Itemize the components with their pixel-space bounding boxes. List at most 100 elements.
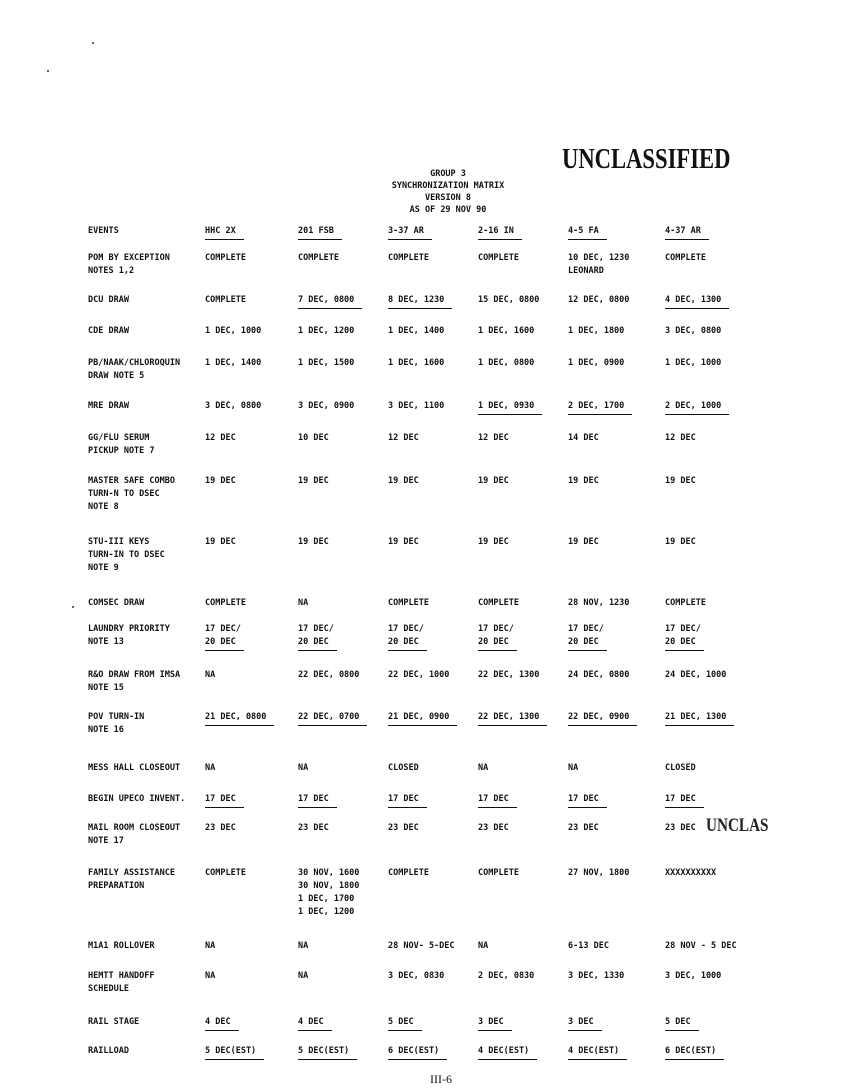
cell-line: 20 DEC — [298, 636, 337, 651]
event-label-line: POV TURN-IN — [88, 712, 145, 722]
table-cell: 19 DEC — [665, 536, 696, 549]
cell-line: COMPLETE — [205, 295, 246, 305]
table-cell: NA — [205, 940, 215, 953]
event-label-line: MAIL ROOM CLOSEOUT — [88, 823, 181, 833]
cell-line: 12 DEC — [205, 433, 236, 443]
table-cell: 3 DEC — [568, 1016, 602, 1031]
table-cell: 10 DEC — [298, 432, 329, 445]
column-header-text: 3-37 AR — [388, 225, 432, 240]
column-header-text: 201 FSB — [298, 225, 342, 240]
event-label-line: FAMILY ASSISTANCE — [88, 868, 175, 878]
table-cell: 1 DEC, 0900 — [568, 357, 624, 370]
cell-line: 3 DEC, 0800 — [665, 326, 722, 336]
cell-line: 17 DEC/ — [298, 624, 334, 634]
cell-line: 12 DEC — [388, 433, 419, 443]
table-cell: 12 DEC — [478, 432, 509, 445]
cell-line: 10 DEC — [298, 433, 329, 443]
document-header: GROUP 3 SYNCHRONIZATION MATRIX VERSION 8… — [348, 168, 548, 216]
cell-line: 17 DEC/ — [568, 624, 604, 634]
event-label: COMSEC DRAW — [88, 597, 144, 610]
cell-line: NA — [298, 763, 309, 773]
event-label-line: R&O DRAW FROM IMSA — [88, 670, 181, 680]
cell-line: 1 DEC, 1600 — [478, 326, 535, 336]
cell-line: 2 DEC, 1000 — [665, 400, 730, 415]
event-label-line: LAUNDRY PRIORITY — [88, 624, 170, 634]
event-label-line: GG/FLU SERUM — [88, 433, 150, 443]
table-cell: 19 DEC — [205, 475, 236, 488]
column-header: 4-5 FA — [568, 225, 607, 240]
table-cell: 5 DEC(EST) — [298, 1045, 358, 1060]
event-label-line: NOTE 8 — [88, 502, 119, 512]
cell-line: NA — [205, 670, 216, 680]
event-label-line: RAIL STAGE — [88, 1017, 140, 1027]
table-cell: 23 DEC — [568, 822, 599, 835]
table-cell: COMPLETE — [388, 252, 429, 265]
cell-line: 20 DEC — [388, 636, 427, 651]
cell-line: 17 DEC/ — [478, 624, 514, 634]
cell-line: 23 DEC — [205, 823, 236, 833]
cell-line: 21 DEC, 0900 — [388, 711, 458, 726]
cell-line: 20 DEC — [665, 636, 704, 651]
table-cell: 5 DEC — [388, 1016, 422, 1031]
cell-line: 6 DEC(EST) — [665, 1045, 725, 1060]
table-cell: 1 DEC, 1000 — [665, 357, 721, 370]
column-header-text: 4-5 FA — [568, 225, 607, 240]
event-label-line: M1A1 ROLLOVER — [88, 941, 155, 951]
table-cell: 4 DEC — [298, 1016, 332, 1031]
cell-line: 21 DEC, 1300 — [665, 711, 735, 726]
table-cell: 28 NOV- 5-DEC — [388, 940, 455, 953]
table-cell: 12 DEC — [388, 432, 419, 445]
cell-line: 17 DEC — [205, 793, 244, 808]
cell-line: 17 DEC — [298, 793, 337, 808]
table-cell: 23 DEC — [478, 822, 509, 835]
cell-line: 4 DEC — [205, 1016, 239, 1031]
event-label: RAIL STAGE — [88, 1016, 139, 1029]
cell-line: 3 DEC, 0900 — [298, 401, 355, 411]
event-label-line: CDE DRAW — [88, 326, 129, 336]
cell-line: 19 DEC — [568, 537, 599, 547]
table-cell: 6 DEC(EST) — [388, 1045, 448, 1060]
table-cell: 19 DEC — [205, 536, 236, 549]
table-cell: COMPLETE — [298, 252, 339, 265]
cell-line: COMPLETE — [298, 253, 339, 263]
table-cell: 22 DEC, 1300 — [478, 669, 539, 682]
event-label-line: BEGIN UPECO INVENT. — [88, 794, 186, 804]
header-date: AS OF 29 NOV 90 — [409, 205, 487, 215]
table-cell: 3 DEC, 0830 — [388, 970, 444, 983]
cell-line: NA — [478, 941, 489, 951]
table-cell: XXXXXXXXXX — [665, 867, 716, 880]
table-cell: 24 DEC, 1000 — [665, 669, 726, 682]
classification-stamp: UNCLASSIFIED — [562, 143, 731, 175]
table-cell: 3 DEC, 1000 — [665, 970, 721, 983]
cell-line: 5 DEC — [665, 1016, 699, 1031]
cell-line: 17 DEC — [568, 793, 607, 808]
table-cell: 19 DEC — [478, 475, 509, 488]
table-cell: 6 DEC(EST) — [665, 1045, 725, 1060]
cell-line: 30 NOV, 1600 — [298, 868, 360, 878]
cell-line: 2 DEC, 0830 — [478, 971, 535, 981]
cell-line: 4 DEC — [298, 1016, 332, 1031]
event-label: MRE DRAW — [88, 400, 129, 413]
cell-line: 22 DEC, 1300 — [478, 711, 548, 726]
cell-line: 3 DEC, 0800 — [205, 401, 262, 411]
event-label-line: SCHEDULE — [88, 984, 129, 994]
table-cell: COMPLETE — [205, 294, 246, 307]
table-cell: 3 DEC, 1100 — [388, 400, 444, 413]
table-cell: 4 DEC, 1300 — [665, 294, 730, 309]
event-label-line: MESS HALL CLOSEOUT — [88, 763, 181, 773]
table-cell: 28 NOV - 5 DEC — [665, 940, 737, 953]
cell-line: 20 DEC — [568, 636, 607, 651]
table-cell: 3 DEC, 0800 — [665, 325, 721, 338]
cell-line: 23 DEC — [478, 823, 509, 833]
cell-line: 17 DEC/ — [205, 624, 241, 634]
cell-line: 1 DEC, 1800 — [568, 326, 625, 336]
table-cell: 24 DEC, 0800 — [568, 669, 629, 682]
table-cell: NA — [205, 970, 215, 983]
event-label-line: COMSEC DRAW — [88, 598, 145, 608]
table-cell: 2 DEC, 1700 — [568, 400, 633, 415]
table-cell: NA — [298, 970, 308, 983]
event-label-line: DRAW NOTE 5 — [88, 371, 145, 381]
event-label: STU-III KEYS TURN-IN TO DSEC NOTE 9 — [88, 536, 165, 575]
table-cell: 3 DEC, 0900 — [298, 400, 354, 413]
table-cell: 14 DEC — [568, 432, 599, 445]
